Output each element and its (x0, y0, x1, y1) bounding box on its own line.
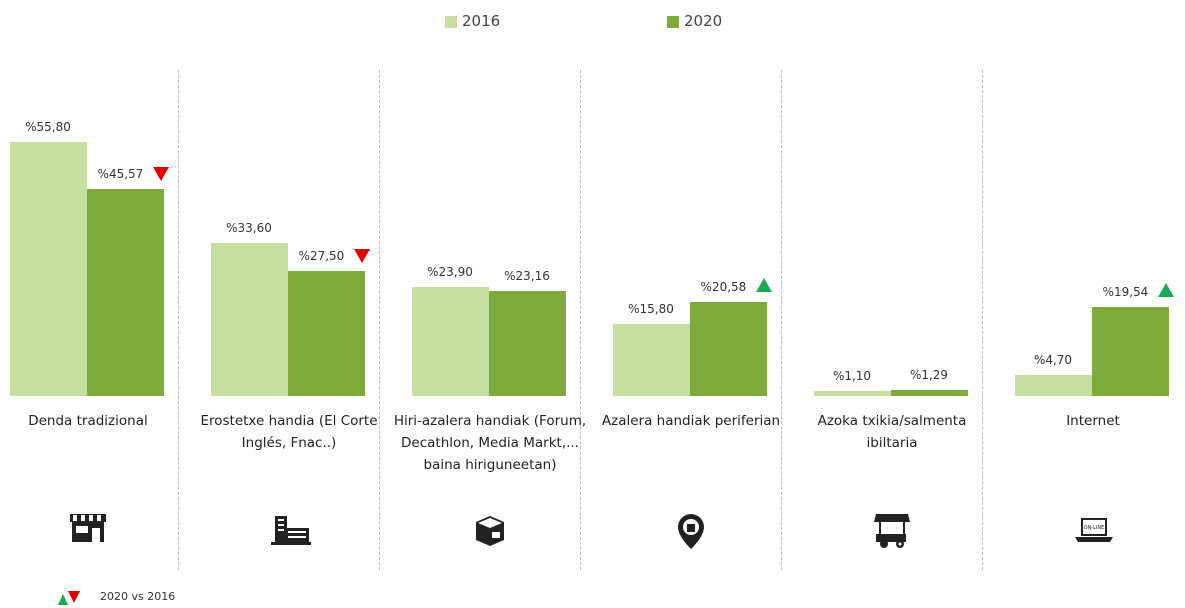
separator (379, 70, 380, 570)
bar (489, 290, 566, 396)
value-label: %45,57 (97, 166, 144, 181)
separator (178, 70, 179, 570)
bar (690, 302, 767, 396)
category-icon (271, 516, 311, 545)
bar (211, 243, 288, 396)
value-label: %20,58 (700, 280, 747, 295)
value-label: %55,80 (25, 120, 71, 134)
category-icon (476, 516, 504, 546)
category-icon (70, 514, 106, 542)
separator (982, 70, 983, 570)
change-marker (153, 166, 169, 181)
value-label: %19,54 (1102, 285, 1149, 300)
bar (891, 390, 968, 396)
value-label: %4,70 (1033, 352, 1073, 367)
legend-label: 2016 (462, 12, 501, 30)
note: 2020 vs 2016 (100, 590, 176, 603)
bar (1015, 374, 1092, 396)
legend-swatch (445, 16, 457, 28)
legend-swatch (667, 16, 679, 28)
bar (1092, 307, 1169, 396)
bar (10, 142, 87, 396)
bar (613, 324, 690, 396)
value-label: %23,16 (504, 268, 550, 283)
value-label: %33,60 (226, 221, 272, 236)
separator (781, 70, 782, 570)
value-label: %15,80 (628, 302, 674, 317)
value-label: %23,90 (427, 265, 473, 280)
change-marker (354, 248, 370, 263)
category-icon: ON-LINE (1075, 518, 1113, 542)
bar (412, 287, 489, 396)
note-markers (58, 591, 80, 605)
category-label: Denda tradizional (28, 413, 148, 429)
category-label: Erostetxe handia (El Corte Inglés, Fnac.… (200, 413, 378, 451)
svg-text:ON-LINE: ON-LINE (1084, 525, 1105, 531)
bar (288, 270, 365, 396)
value-label: %27,50 (298, 248, 345, 263)
legend-label: 2020 (684, 12, 723, 30)
category-icon (678, 514, 704, 549)
category-icon (874, 514, 910, 548)
category-label: Internet (1066, 413, 1120, 429)
value-label: %1,10 (832, 368, 872, 383)
category-label: Azalera handiak periferian (601, 413, 781, 429)
separator (580, 70, 581, 570)
value-label: %1,29 (909, 368, 949, 383)
change-marker (756, 278, 772, 293)
category-label: Azoka txikia/salmenta ibiltaria (817, 413, 967, 451)
category-label: Hiri-azalera handiak (Forum, Decathlon, … (393, 413, 587, 473)
bar (87, 188, 164, 396)
bar (814, 390, 891, 396)
change-marker (1158, 283, 1174, 298)
